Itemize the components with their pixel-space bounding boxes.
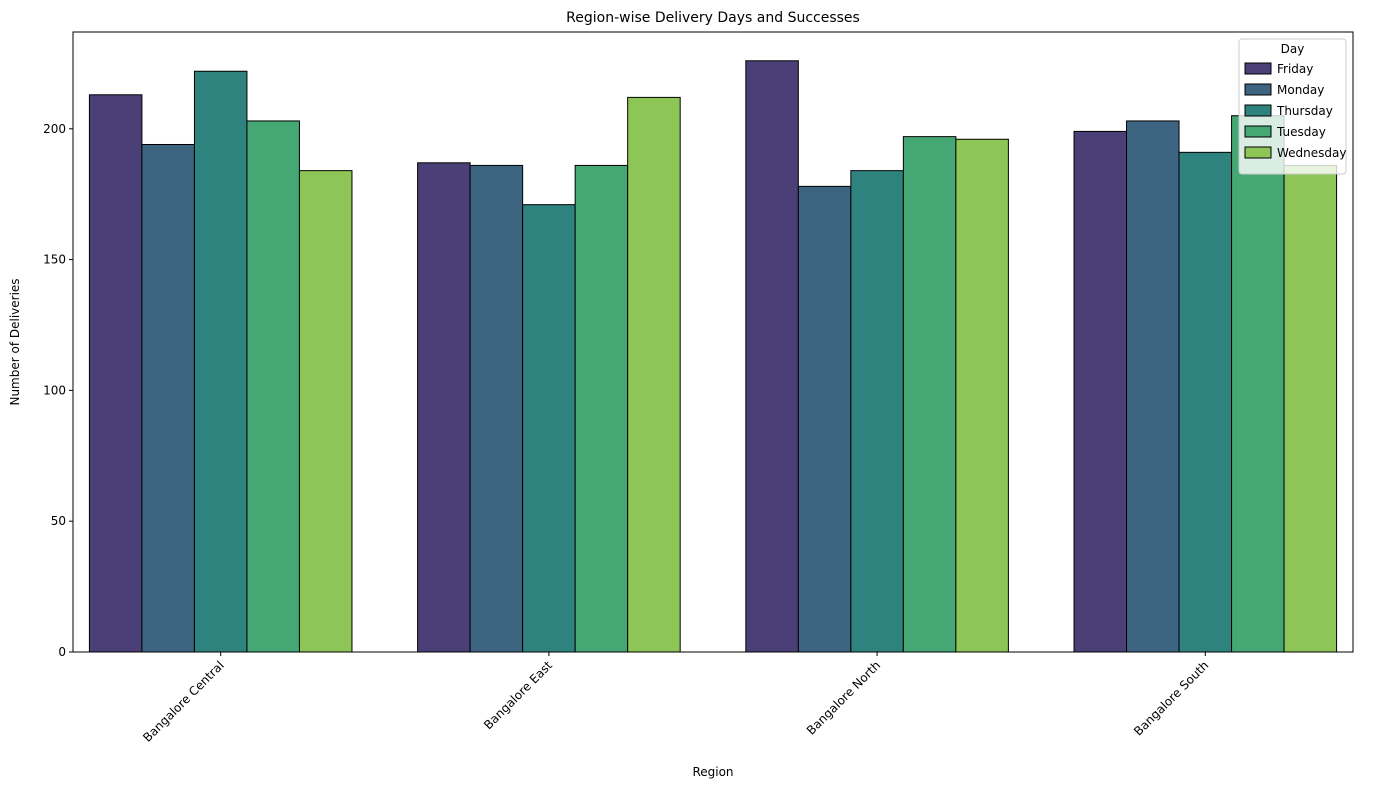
bar-monday-bangalore-central	[141, 143, 195, 653]
y-axis-label: Number of Deliveries	[8, 278, 22, 405]
legend: Day Friday Monday Thursday Tuesday Wednesday	[1238, 38, 1347, 175]
y-tick-label: 200	[43, 122, 66, 136]
legend-swatch	[1244, 62, 1272, 75]
x-axis-label: Region	[692, 765, 733, 779]
legend-swatch	[1244, 125, 1272, 138]
x-axis: Bangalore Central Bangalore East Bangalore…	[140, 652, 1211, 745]
legend-title: Day	[1281, 42, 1305, 56]
bar-thursday-bangalore-central	[193, 70, 248, 653]
chart-title: Region-wise Delivery Days and Successes	[566, 10, 860, 26]
bar-monday-bangalore-south	[1126, 120, 1180, 653]
legend-swatch	[1244, 104, 1272, 117]
y-tick-label: 100	[43, 383, 66, 397]
legend-label: Thursday	[1276, 104, 1333, 118]
bar-tuesday-bangalore-central	[246, 120, 300, 653]
bars-layer	[88, 60, 1338, 653]
legend-label: Tuesday	[1276, 125, 1326, 139]
legend-label: Monday	[1277, 83, 1324, 97]
y-tick-label: 0	[58, 645, 66, 659]
legend-label: Friday	[1277, 62, 1313, 76]
bar-wednesday-bangalore-east	[627, 96, 681, 653]
y-tick-label: 150	[43, 253, 66, 267]
x-tick-label: Bangalore North	[804, 658, 883, 737]
x-tick-label: Bangalore Central	[140, 658, 227, 745]
bar-wednesday-bangalore-central	[298, 170, 353, 653]
bar-friday-bangalore-central	[88, 94, 143, 653]
legend-label: Wednesday	[1277, 146, 1346, 160]
bar-tuesday-bangalore-south	[1231, 115, 1285, 653]
y-axis: 0 50 100 150 200	[43, 122, 73, 659]
bar-tuesday-bangalore-north	[902, 136, 957, 653]
legend-swatch	[1244, 83, 1272, 96]
bar-tuesday-bangalore-east	[574, 164, 629, 653]
bar-thursday-bangalore-east	[522, 204, 576, 653]
legend-swatch	[1244, 146, 1272, 159]
y-tick-label: 50	[51, 514, 66, 528]
bar-wednesday-bangalore-north	[955, 138, 1009, 653]
bar-monday-bangalore-east	[469, 164, 524, 653]
bar-friday-bangalore-east	[417, 162, 471, 653]
x-tick-label: Bangalore East	[481, 658, 555, 732]
bar-wednesday-bangalore-south	[1283, 164, 1338, 653]
bar-friday-bangalore-south	[1073, 130, 1128, 653]
x-tick-label: Bangalore South	[1131, 658, 1211, 738]
bar-monday-bangalore-north	[797, 185, 852, 653]
bar-thursday-bangalore-south	[1178, 151, 1233, 653]
bar-friday-bangalore-north	[745, 60, 799, 653]
plot-frame	[72, 31, 1354, 653]
bar-thursday-bangalore-north	[850, 170, 904, 653]
